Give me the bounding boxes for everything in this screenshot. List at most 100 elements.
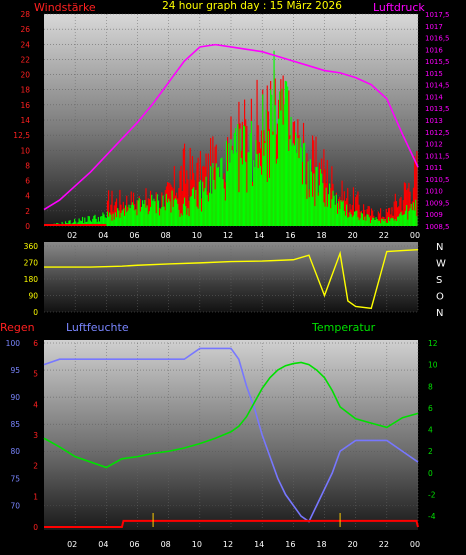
- pressure-tick-label: 1015,5: [425, 58, 450, 66]
- wind-tick-label: 20: [20, 71, 30, 80]
- humidity-line: [43, 347, 419, 523]
- wind-direction-line: [44, 248, 419, 310]
- rain-tick-label: 2: [33, 462, 38, 471]
- pressure-tick-label: 1013,5: [425, 105, 450, 113]
- x-tick-label-bottom: 06: [129, 540, 139, 549]
- wind-tick-label: 12,5: [13, 131, 30, 140]
- temperature-tick-label: 12: [428, 339, 438, 348]
- pressure-tick-label: 1012,5: [425, 129, 450, 137]
- pressure-tick-label: 1013: [425, 117, 443, 125]
- x-tick-label-top: 14: [254, 231, 264, 240]
- wind-axis-title: Windstärke: [34, 1, 96, 14]
- x-tick-label-bottom: 14: [254, 540, 264, 549]
- pressure-tick-label: 1009: [425, 211, 443, 219]
- temperature-tick-label: 4: [428, 426, 433, 435]
- compass-label: W: [436, 259, 446, 270]
- x-tick-label-bottom: 20: [348, 540, 358, 549]
- x-tick-label-top: 12: [223, 231, 233, 240]
- x-tick-label-bottom: 22: [379, 540, 389, 549]
- x-tick-label-top: 20: [348, 231, 358, 240]
- chart-title: 24 hour graph day : 15 März 2026: [162, 0, 342, 12]
- pressure-line: [43, 43, 419, 211]
- humidity-tick-label: 75: [10, 474, 20, 483]
- compass-label: N: [436, 242, 443, 253]
- rain-tick-label: 6: [33, 339, 38, 348]
- x-tick-label-bottom: 04: [98, 540, 108, 549]
- pressure-tick-label: 1016: [425, 46, 443, 54]
- wind-tick-label: 22: [20, 55, 30, 64]
- direction-tick-label: 0: [33, 308, 38, 317]
- temperature-tick-label: -2: [428, 491, 436, 500]
- direction-tick-label: 180: [24, 275, 39, 284]
- humidity-tick-label: 90: [10, 393, 20, 402]
- temperature-tick-label: 6: [428, 404, 433, 413]
- x-tick-label-top: 00: [410, 231, 420, 240]
- x-tick-label-bottom: 10: [192, 540, 202, 549]
- x-tick-label-top: 22: [379, 231, 389, 240]
- x-tick-label-bottom: 02: [67, 540, 77, 549]
- rain-humidity-temperature-plot-area: [44, 340, 418, 530]
- pressure-tick-label: 1017: [425, 23, 443, 31]
- humidity-tick-label: 100: [6, 339, 21, 348]
- wind-tick-label: 8: [25, 161, 30, 170]
- pressure-axis-title: Luftdruck: [373, 1, 425, 14]
- compass-label: N: [436, 308, 443, 319]
- x-tick-label-bottom: 18: [316, 540, 326, 549]
- wind-tick-label: 0: [25, 222, 30, 231]
- rain-tick-label: 0: [33, 523, 38, 532]
- x-tick-label-top: 06: [129, 231, 139, 240]
- pressure-tick-label: 1014,5: [425, 82, 450, 90]
- x-tick-label-top: 02: [67, 231, 77, 240]
- x-tick-label-top: 04: [98, 231, 108, 240]
- rain-tick-label: 1: [33, 492, 38, 501]
- pressure-tick-label: 1008,5: [425, 223, 450, 231]
- direction-tick-label: 90: [28, 292, 38, 301]
- x-tick-label-bottom: 00: [410, 540, 420, 549]
- temperature-tick-label: 0: [428, 469, 433, 478]
- rain-line: [44, 519, 419, 528]
- x-tick-label-bottom: 08: [161, 540, 171, 549]
- pressure-tick-label: 1009,5: [425, 199, 450, 207]
- humidity-tick-label: 95: [10, 366, 20, 375]
- humidity-tick-label: 70: [10, 501, 20, 510]
- rain-axis-title: Regen: [0, 321, 35, 334]
- wind-tick-label: 14: [20, 116, 30, 125]
- humidity-axis-title: Luftfeuchte: [66, 321, 129, 334]
- pressure-tick-label: 1017,5: [425, 11, 450, 19]
- wind-tick-label: 6: [25, 177, 30, 186]
- temperature-tick-label: 10: [428, 361, 438, 370]
- wind-tick-label: 2: [25, 207, 30, 216]
- wind-tick-label: 26: [20, 25, 30, 34]
- x-tick-label-top: 18: [316, 231, 326, 240]
- pressure-tick-label: 1012: [425, 141, 443, 149]
- rain-tick-label: 4: [33, 400, 38, 409]
- wind-tick-label: 28: [20, 10, 30, 19]
- compass-label: S: [436, 275, 442, 286]
- pressure-tick-label: 1011: [425, 164, 443, 172]
- direction-tick-label: 360: [24, 242, 39, 251]
- humidity-tick-label: 80: [10, 447, 20, 456]
- temperature-line: [43, 361, 419, 469]
- pressure-tick-label: 1010: [425, 188, 443, 196]
- x-tick-label-bottom: 16: [285, 540, 295, 549]
- wind-tick-label: 24: [20, 40, 30, 49]
- wind-tick-label: 16: [20, 101, 30, 110]
- humidity-tick-label: 85: [10, 420, 20, 429]
- x-tick-label-bottom: 12: [223, 540, 233, 549]
- pressure-tick-label: 1011,5: [425, 152, 450, 160]
- compass-label: O: [436, 292, 444, 303]
- x-tick-label-top: 10: [192, 231, 202, 240]
- temperature-axis-title: Temperatur: [311, 321, 376, 334]
- pressure-tick-label: 1010,5: [425, 176, 450, 184]
- wind-tick-label: 4: [25, 192, 30, 201]
- wind-tick-label: 10: [20, 146, 30, 155]
- pressure-tick-label: 1016,5: [425, 35, 450, 43]
- pressure-tick-label: 1015: [425, 70, 443, 78]
- temperature-tick-label: 8: [428, 382, 433, 391]
- wind-tick-label: 18: [20, 86, 30, 95]
- pressure-tick-label: 1014: [425, 93, 443, 101]
- temperature-tick-label: 2: [428, 447, 433, 456]
- direction-tick-label: 270: [24, 259, 39, 268]
- rain-tick-label: 5: [33, 370, 38, 379]
